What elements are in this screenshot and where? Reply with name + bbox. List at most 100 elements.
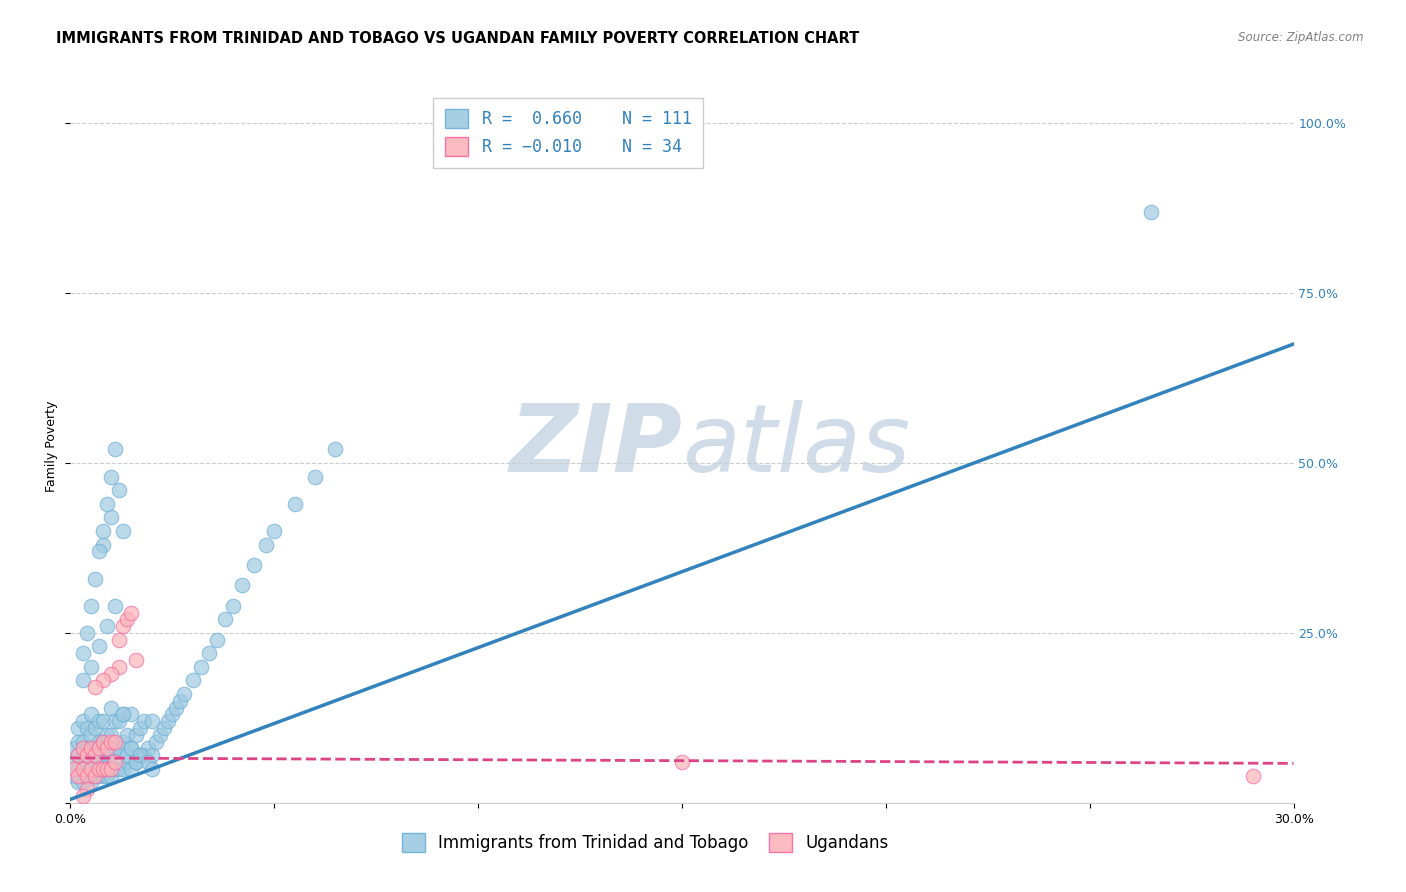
Point [87, 755, 110, 769]
Point [100, 666, 122, 681]
Point [254, 537, 277, 551]
Point [149, 728, 172, 742]
Point [198, 646, 221, 660]
Point [76, 769, 98, 783]
Point [162, 707, 183, 722]
Point [284, 497, 307, 511]
Point [100, 734, 122, 748]
Point [96, 769, 118, 783]
Point [87, 640, 110, 654]
Point [87, 544, 110, 558]
Point [96, 741, 118, 756]
Point [100, 762, 122, 776]
Point [117, 612, 139, 626]
Point [112, 707, 135, 722]
Point [121, 741, 143, 756]
Point [79, 660, 103, 674]
Point [108, 660, 131, 674]
Point [128, 748, 150, 763]
Point [91, 714, 114, 729]
Point [83, 680, 105, 694]
Point [72, 734, 94, 748]
Point [121, 606, 143, 620]
Point [132, 714, 155, 729]
Point [87, 714, 110, 729]
Point [100, 510, 122, 524]
Point [83, 755, 105, 769]
Point [87, 762, 110, 776]
Point [231, 578, 253, 592]
Point [67, 748, 90, 763]
Point [124, 755, 146, 769]
Point [141, 762, 163, 776]
Point [87, 741, 110, 756]
Point [72, 789, 94, 803]
Point [108, 714, 131, 729]
Point [1241, 769, 1264, 783]
Text: atlas: atlas [682, 401, 910, 491]
Point [108, 762, 131, 776]
Point [136, 741, 159, 756]
Point [108, 741, 131, 756]
Point [1139, 204, 1161, 219]
Point [87, 769, 110, 783]
Point [214, 612, 236, 626]
Point [117, 748, 139, 763]
Point [76, 741, 98, 756]
Point [76, 721, 98, 735]
Point [121, 762, 143, 776]
Point [96, 762, 118, 776]
Point [76, 748, 98, 763]
Point [104, 599, 127, 613]
Point [145, 734, 167, 748]
Point [112, 619, 135, 633]
Point [91, 673, 114, 688]
Point [205, 632, 228, 647]
Point [79, 741, 103, 756]
Point [83, 769, 105, 783]
Point [72, 762, 94, 776]
Point [181, 673, 204, 688]
Point [96, 619, 118, 633]
Point [96, 497, 118, 511]
Point [100, 748, 122, 763]
Point [121, 741, 143, 756]
Point [304, 469, 326, 483]
Point [87, 734, 110, 748]
Point [83, 769, 105, 783]
Point [169, 694, 191, 708]
Point [128, 721, 150, 735]
Legend: Immigrants from Trinidad and Tobago, Ugandans: Immigrants from Trinidad and Tobago, Uga… [395, 826, 896, 859]
Point [112, 707, 135, 722]
Text: ZIP: ZIP [509, 400, 682, 492]
Point [63, 769, 86, 783]
Point [79, 741, 103, 756]
Point [222, 599, 245, 613]
Point [128, 748, 150, 763]
Point [91, 537, 114, 551]
Point [67, 721, 90, 735]
Point [91, 769, 114, 783]
Point [121, 707, 143, 722]
Point [91, 734, 114, 748]
Point [79, 762, 103, 776]
Point [72, 646, 94, 660]
Point [63, 741, 86, 756]
Point [108, 632, 131, 647]
Point [141, 714, 163, 729]
Point [83, 748, 105, 763]
Point [104, 442, 127, 457]
Point [72, 673, 94, 688]
Point [76, 782, 98, 797]
Y-axis label: Family Poverty: Family Poverty [45, 401, 59, 491]
Point [263, 524, 285, 538]
Point [124, 653, 146, 667]
Point [72, 762, 94, 776]
Point [91, 755, 114, 769]
Point [104, 762, 127, 776]
Point [671, 755, 693, 769]
Point [96, 728, 118, 742]
Point [83, 721, 105, 735]
Point [104, 741, 127, 756]
Point [112, 734, 135, 748]
